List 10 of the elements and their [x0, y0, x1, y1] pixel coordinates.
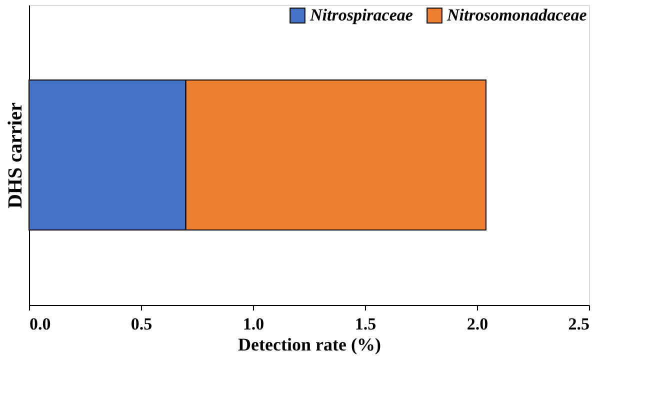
x-tick-label: 0.0: [30, 314, 51, 334]
x-axis-title: Detection rate (%): [238, 334, 381, 354]
x-tick-label: 1.0: [242, 314, 264, 334]
legend-label: Nitrosomonadaceae: [446, 6, 588, 25]
x-tick-label: 2.5: [568, 314, 590, 334]
x-tick-label: 0.5: [130, 314, 152, 334]
x-tick-label: 2.0: [466, 314, 488, 334]
legend-label: Nitrospiraceae: [309, 6, 414, 25]
y-axis-title: DHS carrier: [4, 102, 26, 209]
x-tick-label: 1.5: [354, 314, 376, 334]
